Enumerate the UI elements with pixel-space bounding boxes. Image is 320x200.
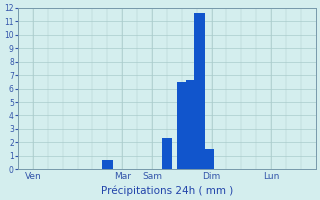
Bar [195,13,205,169]
Bar [204,149,214,169]
Bar [186,80,196,169]
X-axis label: Précipitations 24h ( mm ): Précipitations 24h ( mm ) [101,185,233,196]
Bar [162,138,172,169]
Bar [102,160,113,169]
Bar [177,82,187,169]
